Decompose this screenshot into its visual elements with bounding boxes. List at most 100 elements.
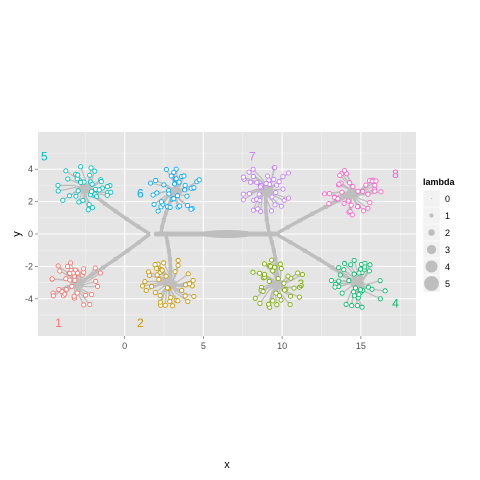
data-point (350, 184, 356, 190)
data-point (360, 188, 366, 194)
data-point (281, 280, 287, 286)
branch-node (263, 209, 268, 214)
x-tick-label: 15 (356, 341, 366, 351)
data-point (88, 165, 94, 171)
data-point (337, 272, 343, 278)
data-point (285, 273, 291, 279)
data-point (179, 287, 185, 293)
data-point (108, 189, 114, 195)
data-point (150, 192, 156, 198)
data-point (175, 257, 181, 264)
branch-node (124, 216, 129, 221)
data-point (274, 182, 280, 188)
data-point (332, 284, 338, 290)
branch-node (323, 205, 328, 210)
leaf-edge (340, 274, 359, 285)
leaf-edge (58, 283, 78, 291)
data-point (89, 292, 95, 298)
leaf-edge (357, 283, 381, 300)
data-point (339, 290, 345, 296)
data-point (81, 266, 87, 272)
data-point (167, 204, 173, 210)
data-point (296, 294, 302, 300)
data-point (68, 260, 74, 266)
branch-node (161, 217, 166, 222)
leaf-edge (76, 283, 87, 296)
leaf-edge (77, 283, 98, 288)
data-point (369, 286, 375, 292)
branch-node (113, 209, 118, 214)
data-point (261, 271, 268, 277)
data-point (285, 170, 291, 176)
data-point (348, 202, 354, 208)
leaf-edge (174, 175, 185, 193)
branch-node (297, 218, 302, 223)
data-point (89, 205, 96, 211)
data-point (153, 177, 159, 184)
legend-symbol (424, 276, 439, 291)
data-point (73, 193, 79, 199)
data-point (341, 200, 347, 207)
data-point (347, 180, 353, 186)
branch-node (343, 273, 348, 278)
data-point (152, 262, 158, 268)
legend-label: 1 (445, 211, 450, 221)
data-point (80, 197, 86, 204)
x-axis-title: x (224, 459, 230, 471)
data-point (177, 203, 183, 209)
data-point (326, 191, 333, 197)
data-point (291, 285, 297, 291)
data-point (373, 178, 379, 184)
branch-node (288, 240, 293, 245)
data-point (155, 208, 161, 214)
data-point (336, 181, 342, 187)
data-point (346, 278, 352, 284)
data-point (250, 269, 256, 275)
data-point (257, 184, 263, 190)
data-point (182, 182, 188, 188)
data-point (269, 257, 275, 263)
data-point (55, 263, 61, 269)
data-point (152, 289, 158, 296)
data-point (365, 191, 371, 197)
data-point (382, 288, 388, 294)
data-point (149, 283, 155, 290)
data-point (252, 295, 258, 301)
branch-node (160, 224, 165, 229)
branch-node (273, 257, 278, 262)
cluster-label-7: 7 (249, 149, 256, 163)
data-point (257, 300, 263, 306)
data-point (183, 282, 189, 288)
y-tick-label: 0 (28, 229, 33, 239)
data-point (366, 268, 372, 274)
data-point (276, 179, 282, 185)
data-point (367, 262, 373, 268)
data-point (85, 207, 91, 213)
data-point (185, 202, 191, 209)
data-point (280, 186, 286, 192)
data-point (76, 199, 82, 205)
data-point (157, 299, 163, 305)
data-point (272, 165, 278, 171)
data-point (343, 301, 349, 307)
data-point (336, 265, 342, 271)
data-point (67, 270, 73, 276)
data-point (263, 180, 269, 187)
data-point (335, 196, 341, 202)
leaf-edge (77, 272, 101, 285)
data-point (266, 278, 272, 284)
leaf-edge (169, 271, 176, 285)
leaf-edge (77, 267, 96, 285)
y-tick-label: -2 (25, 261, 33, 271)
data-point (274, 302, 280, 308)
leaf-edge (77, 280, 96, 286)
data-point (163, 273, 169, 279)
data-point (175, 193, 181, 199)
data-point (185, 271, 191, 277)
leaf-edge (337, 192, 354, 200)
data-point (69, 283, 75, 289)
data-point (328, 277, 334, 284)
leaf-edge (276, 283, 291, 297)
legend-label: 2 (445, 228, 450, 238)
